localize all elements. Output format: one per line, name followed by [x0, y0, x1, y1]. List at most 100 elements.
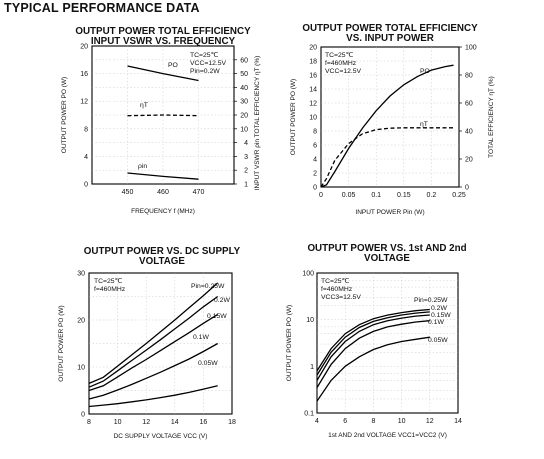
y-tick-label: 10 — [306, 317, 314, 324]
series-label-po: PO — [420, 68, 430, 75]
y-tick-label: 12 — [80, 99, 88, 106]
annotation: VCC=12.5V — [190, 60, 227, 67]
y2-axis-label: INPUT VSWR ρin TOTAL EFFICIENCY ηT (%) — [254, 56, 261, 191]
y2-axis-label: TOTAL EFFICIENCY ηT (%) — [488, 76, 495, 158]
y-tick-label: 20 — [309, 45, 317, 52]
y-tick-label: 60 — [240, 57, 248, 64]
series-label: 0.05W — [428, 337, 448, 344]
chart-subtitle: INPUT VSWR VS. FREQUENCY — [91, 36, 236, 47]
y-tick-label: 2 — [244, 168, 248, 175]
y-tick-label: 3 — [244, 154, 248, 161]
y-tick-label: 30 — [240, 99, 248, 106]
annotation: Pin=0.2W — [190, 68, 220, 75]
y-tick-label: 1 — [310, 364, 314, 371]
x-tick-label: 6 — [343, 418, 347, 425]
y-tick-label: 8 — [84, 126, 88, 133]
x-axis-label: FREQUENCY f (MHz) — [131, 208, 195, 215]
y-tick-label: 4 — [84, 154, 88, 161]
y-axis-label: OUTPUT POWER PO (W) — [286, 305, 293, 381]
series-line-0.1W — [88, 342, 219, 400]
series-label: 0.2W — [431, 305, 447, 312]
chart-subtitle: VOLTAGE — [364, 253, 410, 264]
chart-subtitle: VOLTAGE — [139, 256, 185, 267]
annotation: VCC3=12.5V — [321, 294, 361, 301]
series-line-0.1W — [316, 320, 430, 388]
x-tick-label: 14 — [171, 419, 179, 426]
y-tick-label: 18 — [309, 59, 317, 66]
y-tick-label: 40 — [465, 129, 473, 136]
y-tick-label: 60 — [465, 101, 473, 108]
series-label: 0.2W — [214, 297, 230, 304]
y-tick-label: 4 — [313, 157, 317, 164]
chart-title: OUTPUT POWER TOTAL EFFICIENCY — [302, 23, 478, 34]
x-tick-label: 12 — [142, 419, 150, 426]
x-tick-label: 16 — [200, 419, 208, 426]
x-axis-label: DC SUPPLY VOLTAGE VCC (V) — [114, 433, 208, 440]
series-line-T — [320, 127, 454, 188]
y-tick-label: 2 — [313, 171, 317, 178]
y-tick-label: 0 — [84, 182, 88, 189]
x-tick-label: 0 — [319, 192, 323, 199]
y-tick-label: 16 — [80, 71, 88, 78]
series-line-0.25W — [316, 308, 430, 372]
x-tick-label: 12 — [426, 418, 434, 425]
series-line-0.2W — [88, 295, 219, 388]
series-label-po: PO — [168, 62, 178, 69]
y-tick-label: 30 — [77, 271, 85, 278]
y-tick-label: 80 — [465, 73, 473, 80]
y-tick-label: 12 — [309, 101, 317, 108]
x-tick-label: 0.1 — [371, 192, 381, 199]
y-tick-label: 40 — [240, 85, 248, 92]
x-tick-label: 450 — [122, 189, 134, 196]
y-tick-label: 100 — [302, 271, 314, 278]
x-tick-label: 8 — [87, 419, 91, 426]
annotation: f=460MHz — [321, 286, 353, 293]
x-tick-label: 8 — [371, 418, 375, 425]
y-tick-label: 20 — [77, 318, 85, 325]
chart-subtitle: VS. INPUT POWER — [346, 33, 434, 44]
y-tick-label: 20 — [465, 157, 473, 164]
series-line-0.05W — [88, 385, 218, 408]
series-line-PO — [127, 65, 199, 82]
y-tick-label: 4 — [244, 140, 248, 147]
y-tick-label: 8 — [313, 129, 317, 136]
annotation: TC=25℃ — [321, 278, 350, 285]
series-label-rho: ρin — [138, 163, 147, 170]
y-tick-label: 10 — [240, 126, 248, 133]
series-line-PO — [320, 64, 454, 188]
plot-frame — [316, 272, 459, 414]
x-tick-label: 0.15 — [397, 192, 411, 199]
series-line-0.05W — [316, 336, 430, 402]
chart-title: OUTPUT POWER TOTAL EFFICIENCY — [75, 26, 251, 37]
y-axis-label: OUTPUT POWER PO (W) — [58, 305, 65, 381]
x-tick-label: 10 — [114, 419, 122, 426]
annotation: f=460MHz — [94, 286, 126, 293]
x-tick-label: 4 — [315, 418, 319, 425]
series-line-0.15W — [316, 314, 430, 381]
x-tick-label: 10 — [398, 418, 406, 425]
y-tick-label: 0.1 — [304, 411, 314, 418]
series-line-0.2W — [316, 311, 430, 376]
series-label-eta: ηT — [420, 121, 428, 128]
annotation: VCC=12.5V — [325, 68, 362, 75]
series-label: 0.15W — [207, 313, 227, 320]
legend-title: Pin=0.25W — [191, 283, 225, 290]
y-tick-label: 10 — [77, 365, 85, 372]
y-tick-label: 0 — [313, 185, 317, 192]
series-line-0.25W — [88, 282, 219, 384]
y-tick-label: 6 — [313, 143, 317, 150]
series-label: 0.1W — [428, 319, 444, 326]
x-axis-label: 1st AND 2nd VOLTAGE VCC1=VCC2 (V) — [328, 432, 447, 439]
series-label-eta: ηT — [140, 102, 148, 109]
annotation: TC=25℃ — [94, 278, 123, 285]
annotation: TC=25℃ — [325, 52, 354, 59]
page-title: TYPICAL PERFORMANCE DATA — [4, 1, 200, 15]
series-label: 0.15W — [431, 312, 451, 319]
series-label: 0.05W — [198, 360, 218, 367]
annotation: f=460MHz — [325, 60, 357, 67]
series-label: 0.1W — [193, 334, 209, 341]
